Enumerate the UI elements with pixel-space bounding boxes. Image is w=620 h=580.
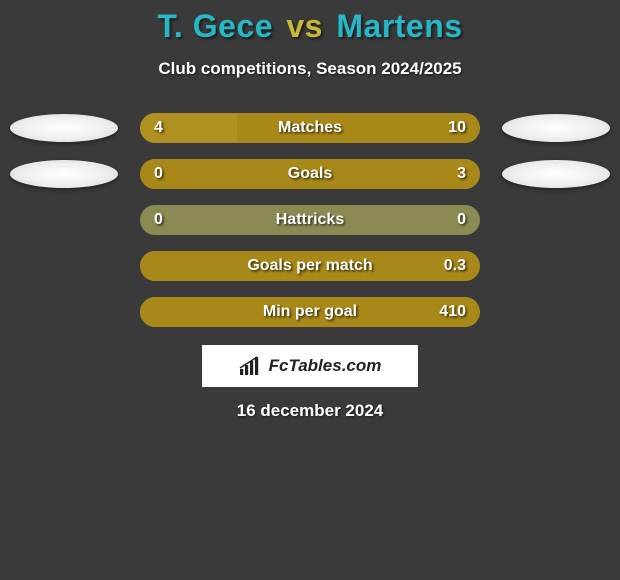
stat-row: 410Matches [0, 113, 620, 143]
player1-badge [10, 114, 118, 142]
bars-list: 410Matches 03Goals 0 0Hattricks 0.3Goals per… [0, 113, 620, 327]
page-title: T. Gece vs Martens [0, 8, 620, 45]
player2-badge [502, 114, 610, 142]
vs-label: vs [286, 8, 323, 44]
stat-bar: 0.3Goals per match [140, 251, 480, 281]
bar-fill-left [140, 113, 237, 143]
date-label: 16 december 2024 [0, 401, 620, 421]
player2-name: Martens [336, 8, 462, 44]
stat-row: 410Min per goal [0, 297, 620, 327]
stat-row: 03Goals [0, 159, 620, 189]
badge-inner: FcTables.com [239, 356, 382, 376]
stat-bar: 03Goals [140, 159, 480, 189]
stat-row: 0.3Goals per match [0, 251, 620, 281]
bar-fill-right [237, 113, 480, 143]
bar-fill-right [140, 297, 480, 327]
subtitle: Club competitions, Season 2024/2025 [0, 59, 620, 79]
stat-bar: 410Matches [140, 113, 480, 143]
stat-value-right: 0 [457, 211, 466, 229]
bar-fill-right [140, 159, 480, 189]
player1-badge [10, 160, 118, 188]
container: T. Gece vs Martens Club competitions, Se… [0, 0, 620, 421]
bar-fill-right [140, 251, 480, 281]
player1-name: T. Gece [157, 8, 273, 44]
stat-bar: 0 0Hattricks [140, 205, 480, 235]
stat-bar: 410Min per goal [140, 297, 480, 327]
badge-text: FcTables.com [269, 356, 382, 376]
stat-label: Hattricks [140, 211, 480, 229]
source-badge[interactable]: FcTables.com [202, 345, 418, 387]
bars-icon [239, 356, 263, 376]
stat-row: 0 0Hattricks [0, 205, 620, 235]
stat-value-left: 0 [154, 211, 163, 229]
player2-badge [502, 160, 610, 188]
